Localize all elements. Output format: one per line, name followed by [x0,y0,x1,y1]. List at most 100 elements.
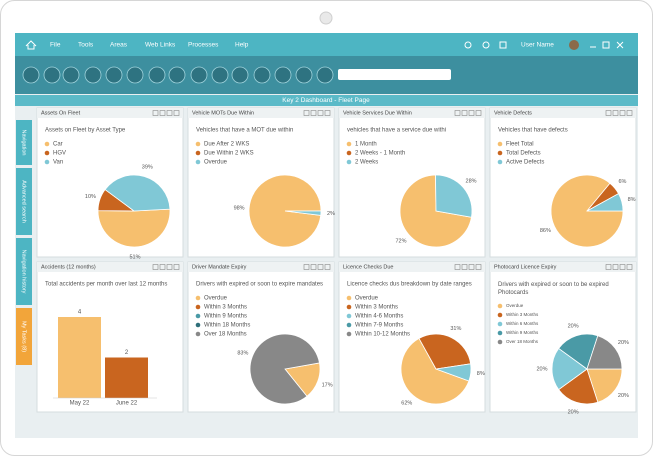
legend-label: Within 6 Months [506,321,539,326]
bar-category-label: May 22 [70,401,90,407]
panel-icon[interactable] [626,110,633,116]
legend-swatch [195,150,201,156]
panel-icon[interactable] [461,264,468,270]
toolbar-button[interactable] [190,66,208,84]
pie-value-label: 98% [234,206,245,212]
toolbar-button[interactable] [148,66,166,84]
menu-item[interactable]: Help [235,42,249,49]
panel-icon[interactable] [303,264,310,270]
pie-value-label: 2% [327,211,335,217]
panel-icon[interactable] [159,110,166,116]
panel-icon[interactable] [152,264,159,270]
bar-value-label: 2 [125,350,129,356]
panel-icon[interactable] [619,264,626,270]
close[interactable] [616,41,624,49]
panel-subtitle: Assets on Fleet by Asset Type [45,128,126,134]
legend-swatch [195,313,201,319]
side-tab-label[interactable]: Navigation [21,130,27,156]
legend-label: Within 7-9 Months [355,323,403,329]
panel-icon[interactable] [475,110,482,116]
toolbar-button[interactable] [43,66,61,84]
legend-label: Within 9 Months [506,330,539,335]
side-tab-label[interactable]: Advanced search [21,180,27,223]
legend-label: Car [53,142,63,148]
panel-title: Licence Checks Due [343,265,393,271]
home-icon[interactable] [25,40,37,50]
legend-label: Due Within 2 WKS [204,151,254,157]
settings-icon[interactable] [482,41,490,49]
panel-icon[interactable] [310,110,317,116]
legend-swatch [195,295,201,301]
panel-icon[interactable] [173,264,180,270]
panel-header [37,108,183,118]
toolbar-button[interactable] [84,66,102,84]
panel-icon[interactable] [324,264,331,270]
maximize[interactable] [602,41,610,49]
pie-slice [550,174,624,248]
side-tab[interactable] [16,238,32,305]
camera [319,11,333,25]
panel-icon[interactable] [454,110,461,116]
list-icon[interactable] [499,41,507,49]
panel-icon[interactable] [605,264,612,270]
side-tab[interactable] [16,308,32,365]
panel-icon[interactable] [166,110,173,116]
toolbar-button[interactable] [316,66,334,84]
toolbar-button[interactable] [22,66,40,84]
toolbar-button[interactable] [211,66,229,84]
panel-icon[interactable] [152,110,159,116]
legend-label: Overdue [204,296,228,302]
toolbar-button[interactable] [274,66,292,84]
legend-swatch [195,304,201,310]
toolbar-button[interactable] [253,66,271,84]
panel-icon[interactable] [173,110,180,116]
menu-item[interactable]: Web Links [145,42,176,49]
panel-icon[interactable] [317,264,324,270]
user-name[interactable]: User Name [521,42,554,49]
toolbar-button[interactable] [295,66,313,84]
pie-value-label: 20% [618,340,629,346]
side-tab[interactable] [16,168,32,235]
menu-item[interactable]: Processes [188,42,219,49]
panel-icon[interactable] [612,110,619,116]
toolbar-button[interactable] [105,66,123,84]
avatar[interactable] [569,40,579,50]
panel-icon[interactable] [159,264,166,270]
side-tab-label[interactable]: Navigation history [21,250,27,294]
toolbar-button[interactable] [62,66,80,84]
toolbar-button[interactable] [231,66,249,84]
panel-icon[interactable] [475,264,482,270]
panel-icon[interactable] [303,110,310,116]
menu-item[interactable]: File [50,42,61,49]
legend-swatch [195,159,201,165]
toolbar-button[interactable] [126,66,144,84]
panel-icon[interactable] [310,264,317,270]
panel-icon[interactable] [166,264,173,270]
side-tab-label[interactable]: My Tasks (8) [21,321,27,352]
panel: Licence Checks Due Licence checks dus bre… [338,261,486,413]
panel-icon[interactable] [626,264,633,270]
side-tab[interactable] [16,120,32,165]
menu-item[interactable]: Areas [110,42,128,49]
pie-slice [249,333,320,405]
legend-label: Within 3 Months [506,312,539,317]
page-title: Key 2 Dashboard - Fleet Page [282,97,370,104]
legend-label: Fleet Total [506,142,534,148]
panel-icon[interactable] [454,264,461,270]
toolbar-button[interactable] [168,66,186,84]
panel-icon[interactable] [612,264,619,270]
pie-value-label: 51% [129,254,140,260]
panel-icon[interactable] [468,110,475,116]
panel-icon[interactable] [605,110,612,116]
panel-icon[interactable] [461,110,468,116]
panel-icon[interactable] [317,110,324,116]
search-box[interactable] [338,69,451,80]
legend-swatch [195,331,201,337]
menu-item[interactable]: Tools [78,42,94,49]
panel-icon[interactable] [619,110,626,116]
legend-swatch [497,303,503,309]
pie-value-label: 20% [568,324,579,330]
panel-icon[interactable] [468,264,475,270]
panel-icon[interactable] [324,110,331,116]
bell-icon[interactable] [464,41,472,49]
